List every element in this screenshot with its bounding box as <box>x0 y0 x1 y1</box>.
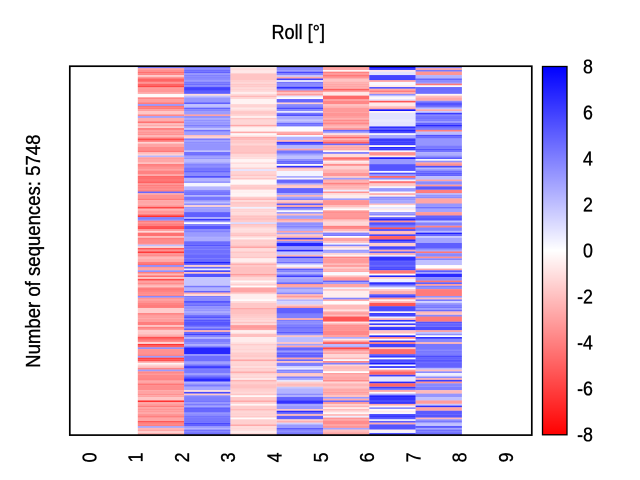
svg-text:5: 5 <box>311 452 333 462</box>
svg-text:-6: -6 <box>577 379 593 401</box>
svg-text:6: 6 <box>357 452 379 462</box>
svg-text:7: 7 <box>403 452 425 462</box>
svg-text:-4: -4 <box>577 333 593 355</box>
svg-text:3: 3 <box>218 452 240 462</box>
svg-text:0: 0 <box>79 452 101 462</box>
svg-text:4: 4 <box>583 149 593 171</box>
svg-text:4: 4 <box>265 452 287 462</box>
svg-text:2: 2 <box>583 195 593 217</box>
svg-text:9: 9 <box>496 452 518 462</box>
svg-text:2: 2 <box>172 452 194 462</box>
svg-text:0: 0 <box>583 241 593 263</box>
svg-text:8: 8 <box>450 452 472 462</box>
svg-text:1: 1 <box>126 452 148 462</box>
svg-text:8: 8 <box>583 56 593 78</box>
svg-text:-8: -8 <box>577 425 593 447</box>
svg-text:-2: -2 <box>577 287 593 309</box>
svg-text:Roll [°]: Roll [°] <box>272 22 325 44</box>
svg-text:Number of sequences: 5748: Number of sequences: 5748 <box>22 135 45 368</box>
svg-text:6: 6 <box>583 102 593 124</box>
